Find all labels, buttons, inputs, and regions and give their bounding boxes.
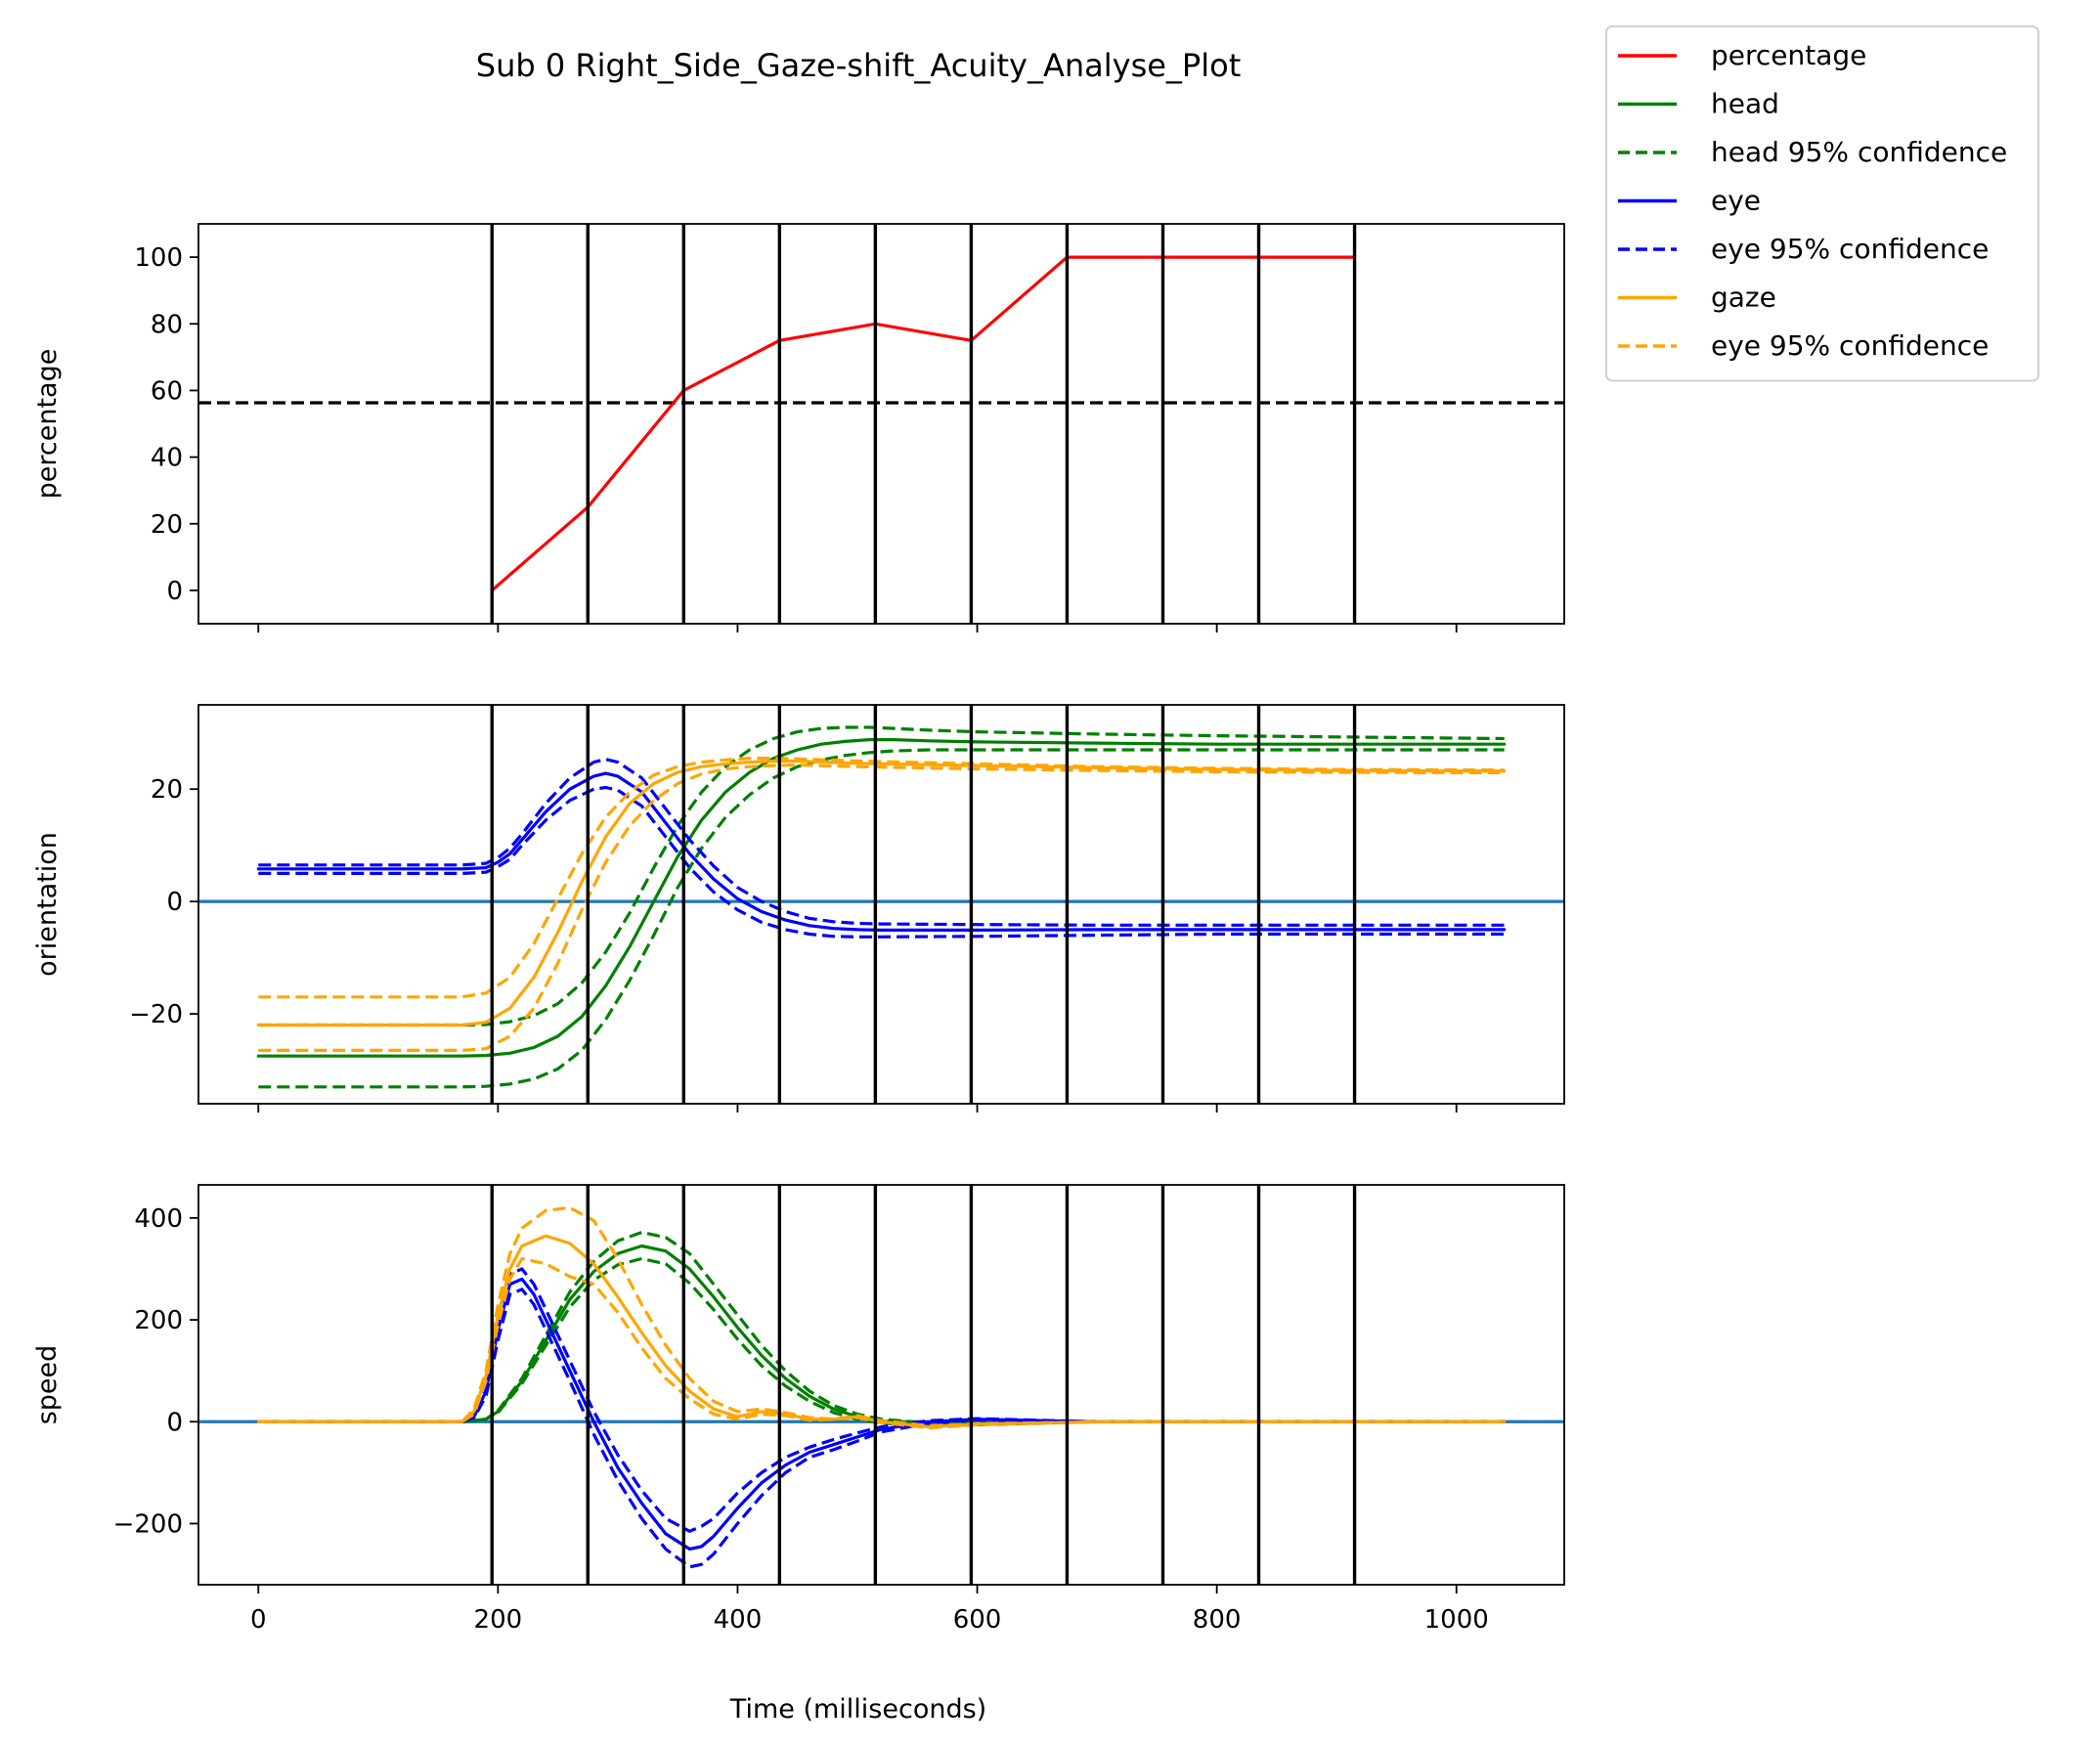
gaze-confidence-line	[258, 756, 1505, 999]
x-tick-label: 200	[474, 1605, 523, 1635]
eye-confidence-line	[258, 1267, 1505, 1533]
panel-content	[198, 705, 1564, 1104]
gaze-confidence-line	[258, 1205, 1505, 1428]
x-axis-label: Time (milliseconds)	[729, 1694, 986, 1725]
subplot-percentage: 0 20 40 60 80 100 percentage	[32, 223, 1565, 633]
y-tick-label: −20	[129, 1000, 183, 1029]
legend-entry-label: eye 95% confidence	[1711, 329, 1989, 362]
percentage-line	[490, 255, 1357, 592]
head-confidence-line	[258, 1256, 1505, 1428]
y-tick-label: 100	[134, 243, 183, 273]
panel-frame	[197, 704, 1565, 1105]
y-axis-label: speed	[32, 1345, 63, 1425]
legend-entry-label: eye 95% confidence	[1711, 233, 1989, 265]
eye-confidence-line	[258, 785, 1505, 939]
gaze-line	[256, 759, 1507, 1027]
y-tick-label: 20	[151, 775, 183, 805]
eye-confidence-line	[258, 1288, 1505, 1569]
y-tick-label: 200	[134, 1306, 183, 1335]
legend-frame	[1605, 25, 2039, 382]
head-line	[256, 737, 1507, 1058]
panel-frame	[197, 223, 1565, 625]
head-confidence-line	[258, 1230, 1505, 1425]
chart-title: Sub 0 Right_Side_Gaze-shift_Acuity_Analy…	[476, 47, 1241, 84]
head-confidence-line	[258, 748, 1505, 1089]
y-tick-label: 400	[134, 1204, 183, 1234]
x-tick-label: 800	[1193, 1605, 1242, 1635]
y-tick-label: −200	[113, 1509, 183, 1539]
legend-entry-label: gaze	[1711, 282, 1776, 314]
gaze-confidence-line	[258, 763, 1505, 1053]
x-tick-label: 1000	[1424, 1605, 1489, 1635]
y-tick-label: 80	[151, 310, 183, 339]
subplot-panels: 020406080100percentage−20020orientation−…	[32, 223, 1565, 1635]
y-tick-label: 0	[166, 888, 183, 917]
eye-line	[256, 1277, 1507, 1551]
legend-entry-label: head	[1711, 88, 1779, 120]
y-axis-label: percentage	[32, 349, 63, 500]
panel-content	[198, 224, 1564, 624]
panel-content	[198, 1185, 1564, 1585]
gaze-confidence-line	[258, 1256, 1505, 1430]
legend-entry-label: eye	[1711, 185, 1761, 217]
x-tick-label: 400	[714, 1605, 763, 1635]
legend-entry-label: head 95% confidence	[1711, 136, 2007, 168]
head-line	[256, 1244, 1507, 1426]
y-tick-label: 40	[151, 444, 183, 473]
x-tick-label: 0	[250, 1605, 267, 1635]
head-confidence-line	[258, 725, 1505, 1027]
eye-line	[256, 771, 1507, 933]
gaze-line	[256, 1234, 1507, 1429]
y-tick-label: 60	[151, 376, 183, 406]
subplot-speed: −200 0 200 400 0 200 400 600 800 1000 speed	[32, 1184, 1565, 1635]
chart-legend: percentage head head 95% confidence eye eye …	[1605, 25, 2039, 382]
eye-confidence-line	[258, 758, 1505, 927]
y-tick-label: 0	[166, 1408, 183, 1437]
subplot-orientation: −20 0 20 orientation	[32, 704, 1565, 1113]
y-tick-label: 0	[166, 577, 183, 606]
legend-entry-label: percentage	[1711, 39, 1866, 71]
y-tick-label: 20	[151, 510, 183, 540]
x-tick-label: 600	[953, 1605, 1002, 1635]
y-axis-label: orientation	[32, 832, 63, 977]
panel-frame	[197, 1184, 1565, 1586]
